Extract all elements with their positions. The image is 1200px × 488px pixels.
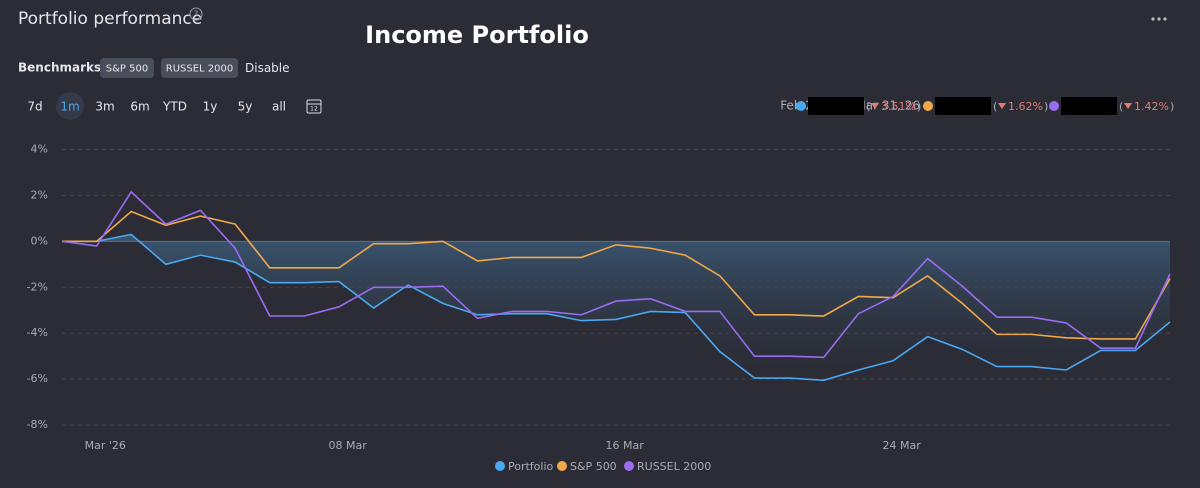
help-mark: ? [194, 10, 199, 20]
dots-menu[interactable] [1151, 17, 1167, 21]
x-tick-label: 08 Mar [329, 439, 368, 452]
down-arrow [998, 103, 1006, 109]
bracket: ( [1119, 100, 1123, 113]
period-button[interactable]: 5y [238, 100, 253, 114]
area [62, 234, 1170, 381]
down-arrow [871, 103, 879, 109]
bracket: ( [866, 100, 870, 113]
period-button[interactable]: all [272, 100, 286, 114]
period-button[interactable]: 1m [60, 100, 79, 114]
legend-label[interactable]: S&P 500 [570, 460, 617, 473]
y-tick-label: -2% [27, 280, 48, 293]
bracket: ) [917, 100, 921, 113]
period-button[interactable]: 7d [27, 100, 42, 114]
benchmarks-label: Benchmarks: [18, 61, 106, 75]
bracket: ( [993, 100, 997, 113]
y-tick-label: 2% [31, 188, 48, 201]
series-line [61, 190, 1171, 359]
y-tick-label: 0% [31, 234, 48, 247]
redacted-name [808, 97, 864, 115]
disable-button[interactable]: Disable [245, 61, 290, 75]
period-highlight [56, 92, 84, 120]
redacted-name [935, 97, 991, 115]
down-arrow [1124, 103, 1132, 109]
period-button[interactable]: 6m [130, 100, 149, 114]
y-tick-label: -6% [27, 372, 48, 385]
legend-label[interactable]: Portfolio [508, 460, 554, 473]
benchmark-button[interactable] [161, 58, 238, 78]
panel-title: Portfolio performance [18, 9, 202, 29]
change-label: 1.62% [1008, 100, 1043, 113]
redacted-name [1061, 97, 1117, 115]
legend-dot [495, 461, 505, 471]
benchmark-label: RUSSEL 2000 [166, 64, 233, 75]
series-line [62, 210, 1171, 340]
benchmark-button[interactable] [100, 58, 154, 78]
help-icon[interactable] [189, 7, 203, 21]
period-button[interactable]: 1y [203, 100, 218, 114]
x-tick-label: 16 Mar [606, 439, 645, 452]
legend-dot [923, 101, 933, 111]
legend-dot [557, 461, 567, 471]
bracket: ) [1044, 100, 1048, 113]
benchmark-label: S&P 500 [106, 64, 148, 75]
y-tick-label: -4% [27, 326, 48, 339]
change-label: 1.42% [1134, 100, 1169, 113]
legend-dot [796, 101, 806, 111]
legend-label[interactable]: RUSSEL 2000 [637, 460, 711, 473]
legend-dot [624, 461, 634, 471]
x-tick-label: 24 Mar [883, 439, 922, 452]
period-button[interactable]: 3m [95, 100, 114, 114]
series-line [62, 233, 1171, 382]
bracket: ) [1170, 100, 1174, 113]
change-label: 3.51% [881, 100, 916, 113]
calendar-icon[interactable]: 12 [306, 99, 322, 114]
chart-title: Income Portfolio [365, 21, 589, 49]
calendar-day: 12 [310, 106, 318, 113]
y-tick-label: -8% [27, 418, 48, 431]
y-tick-label: 4% [31, 142, 48, 155]
legend-dot [1049, 101, 1059, 111]
x-tick-label: Mar '26 [85, 439, 126, 452]
period-button[interactable]: YTD [162, 100, 187, 114]
